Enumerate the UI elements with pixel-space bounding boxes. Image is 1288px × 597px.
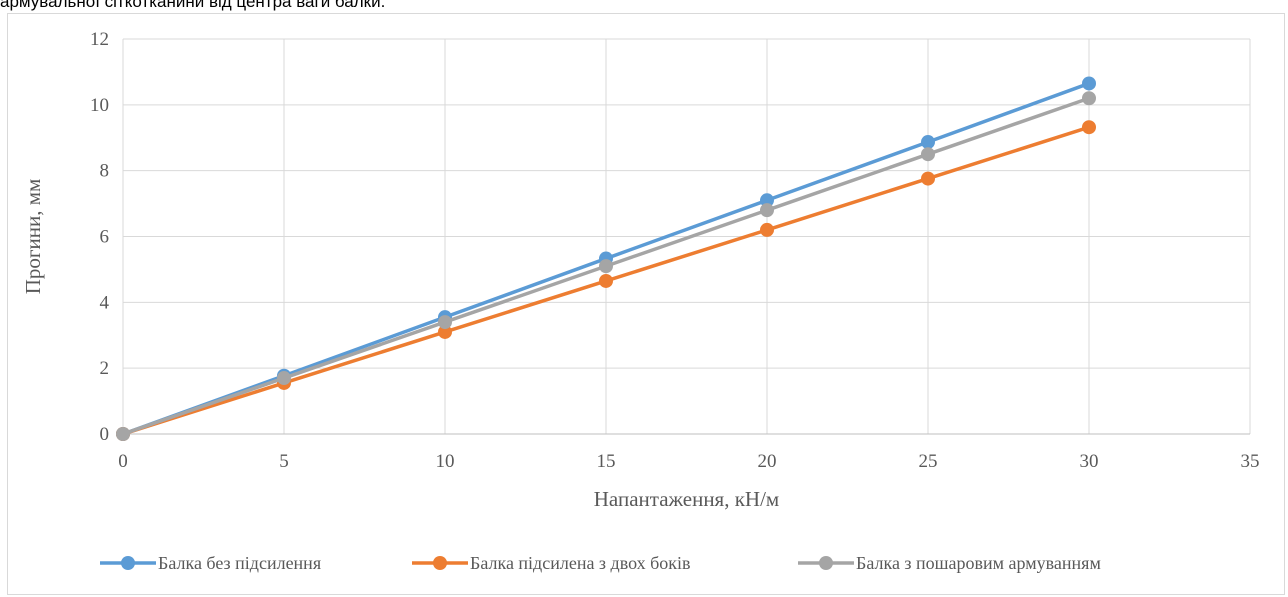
chart-axes [122, 39, 1250, 435]
y-axis-title: Прогини, мм [21, 179, 45, 295]
y-tick-label: 4 [100, 292, 110, 313]
data-point [599, 273, 613, 288]
legend-item: Балка без підсилення [100, 553, 321, 573]
data-point [277, 371, 291, 386]
legend-label: Балка без підсилення [158, 553, 321, 573]
data-point [599, 259, 613, 274]
legend-item: Балка підсилена з двох боків [412, 553, 691, 573]
data-point [438, 315, 452, 330]
x-tick-label: 25 [919, 451, 938, 472]
data-point [1082, 120, 1096, 135]
data-point [1082, 91, 1096, 106]
chart-series [116, 76, 1096, 441]
series-group [116, 91, 1096, 441]
data-point [438, 324, 452, 339]
legend-swatch-marker [433, 556, 447, 570]
y-tick-label: 8 [100, 161, 110, 182]
chart-tick-labels: 0 2 4 6 8 10 12 0 5 10 15 20 25 30 35 [90, 29, 1260, 472]
legend-swatch-marker [819, 556, 833, 570]
y-tick-label: 0 [100, 424, 110, 445]
x-tick-label: 0 [118, 451, 128, 472]
data-point [921, 135, 935, 150]
legend-swatch-marker [121, 556, 135, 570]
legend-item: Балка з пошаровим армуванням [798, 553, 1101, 573]
x-tick-label: 20 [758, 451, 777, 472]
legend-label: Балка підсилена з двох боків [470, 553, 691, 573]
data-point [921, 147, 935, 162]
document-text-line: армувальної сіткотканини від центра ваги… [0, 0, 386, 11]
data-point [760, 222, 774, 237]
x-tick-label: 5 [279, 451, 289, 472]
x-tick-label: 15 [597, 451, 616, 472]
data-point [921, 171, 935, 186]
data-point [760, 193, 774, 208]
chart-legend: Балка без підсилення Балка підсилена з дв… [100, 553, 1101, 573]
x-axis-title: Напантаження, кН/м [594, 487, 779, 511]
data-point [116, 427, 130, 441]
y-tick-label: 2 [100, 358, 110, 379]
chart-frame [7, 13, 1285, 595]
x-tick-label: 35 [1241, 451, 1260, 472]
y-tick-label: 10 [90, 95, 109, 116]
x-tick-label: 10 [436, 451, 455, 472]
y-tick-label: 6 [100, 227, 110, 248]
data-point [760, 203, 774, 218]
data-point [1082, 76, 1096, 91]
x-tick-label: 30 [1080, 451, 1099, 472]
y-tick-label: 12 [90, 29, 109, 50]
legend-label: Балка з пошаровим армуванням [856, 553, 1101, 573]
chart-gridlines [123, 38, 1251, 434]
